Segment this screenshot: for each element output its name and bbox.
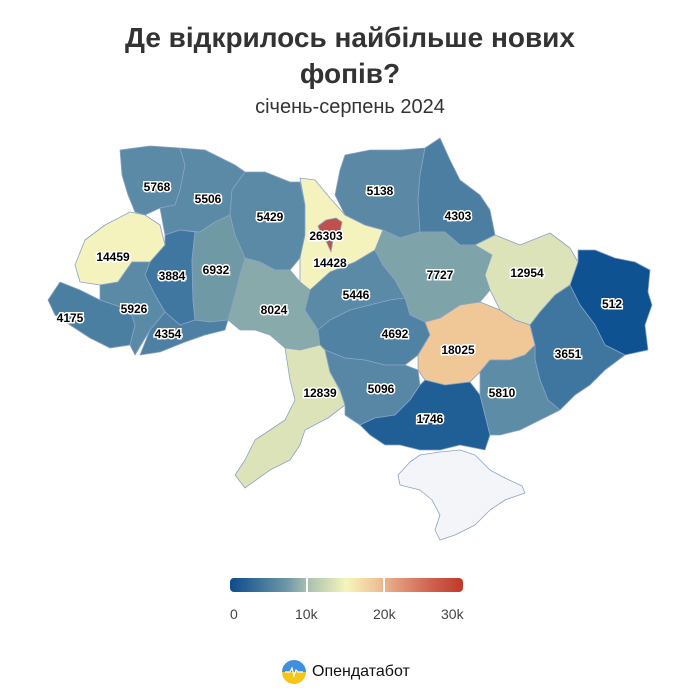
label-lviv: 14459 <box>96 250 130 264</box>
label-luhansk: 512 <box>602 297 622 311</box>
label-volyn: 5768 <box>144 180 171 194</box>
legend-tick-20k: 20k <box>373 606 396 622</box>
label-zakarpattia: 4175 <box>57 311 84 325</box>
legend-tick-0: 0 <box>230 606 238 622</box>
label-chernihiv: 5138 <box>367 184 394 198</box>
legend-divider <box>306 578 308 592</box>
label-cherkasy: 5446 <box>343 288 370 302</box>
legend-tick-10k: 10k <box>295 606 318 622</box>
region-kyiv-city[interactable] <box>317 217 343 253</box>
label-odesa: 12839 <box>303 386 337 400</box>
region-zaporizhzhia[interactable] <box>479 344 561 436</box>
chart-title: Де відкрилось найбільше нових фопів? <box>0 20 700 92</box>
label-ivano-frankivsk: 5926 <box>121 302 148 316</box>
brand: Опендатабот <box>282 660 410 684</box>
label-kyiv-oblast: 14428 <box>313 256 347 270</box>
brand-name: Опендатабот <box>312 663 410 680</box>
label-vinnytsia: 8024 <box>261 303 288 317</box>
label-kharkiv: 12954 <box>510 266 544 280</box>
region-sumy[interactable] <box>417 137 496 246</box>
label-dnipropetrovsk: 18025 <box>441 343 475 357</box>
label-ternopil: 3884 <box>159 269 186 283</box>
legend-tick-30k: 30k <box>441 606 464 622</box>
label-donetsk: 3651 <box>555 347 582 361</box>
chart-subtitle: січень-серпень 2024 <box>255 96 445 118</box>
opendatabot-logo-icon <box>282 660 306 684</box>
label-khmelnytskyi: 6932 <box>203 263 230 277</box>
label-poltava: 7727 <box>427 268 454 282</box>
color-scale-legend <box>230 578 463 592</box>
label-mykolaiv: 5096 <box>368 382 395 396</box>
label-kirovohrad: 4692 <box>382 327 409 341</box>
region-crimea[interactable] <box>397 449 526 541</box>
chart-title-line2: фопів? <box>299 58 401 89</box>
label-kherson: 1746 <box>417 412 444 426</box>
label-zhytomyr: 5429 <box>257 210 284 224</box>
label-chernivtsi: 4354 <box>155 327 182 341</box>
region-chernivtsi[interactable] <box>139 311 229 356</box>
label-zaporizhzhia: 5810 <box>489 386 516 400</box>
label-sumy: 4303 <box>445 209 472 223</box>
label-kyiv-city: 26303 <box>309 229 343 243</box>
label-rivne: 5506 <box>195 192 222 206</box>
chart-title-line1: Де відкрилось найбільше нових <box>125 22 575 53</box>
legend-divider <box>383 578 385 592</box>
region-kherson[interactable] <box>359 379 491 451</box>
